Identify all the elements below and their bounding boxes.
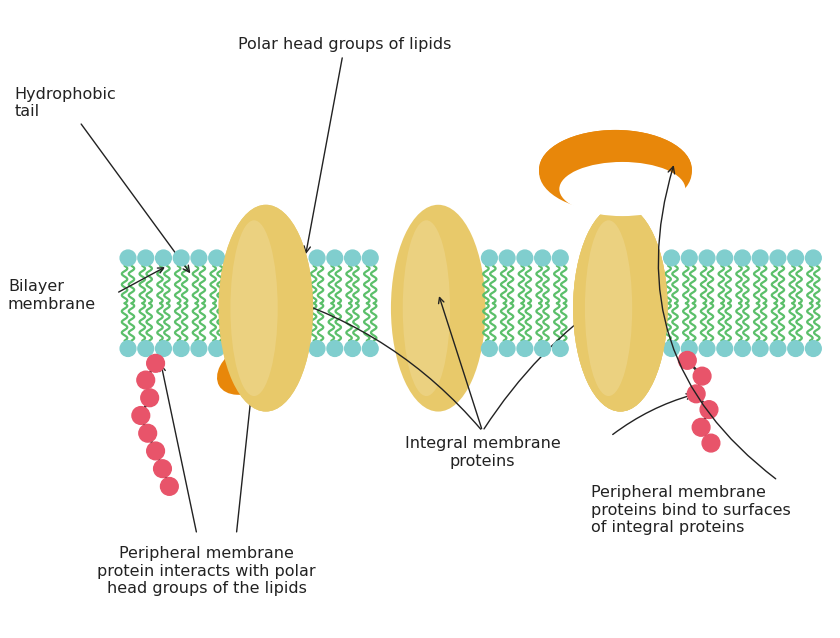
Text: Polar head groups of lipids: Polar head groups of lipids (238, 38, 451, 253)
Circle shape (693, 367, 711, 385)
Circle shape (344, 250, 360, 266)
Circle shape (309, 341, 325, 357)
Ellipse shape (391, 205, 486, 412)
Circle shape (481, 250, 497, 266)
Circle shape (138, 341, 154, 357)
Ellipse shape (539, 133, 692, 212)
Ellipse shape (592, 188, 648, 212)
Circle shape (699, 341, 715, 357)
Circle shape (553, 341, 568, 357)
Circle shape (535, 341, 550, 357)
Circle shape (753, 250, 768, 266)
Circle shape (687, 385, 705, 403)
Circle shape (362, 250, 378, 266)
Circle shape (141, 389, 159, 406)
Circle shape (806, 250, 822, 266)
Ellipse shape (230, 220, 278, 396)
Circle shape (753, 341, 768, 357)
Circle shape (481, 341, 497, 357)
Circle shape (327, 250, 343, 266)
Ellipse shape (539, 130, 692, 209)
Circle shape (664, 250, 680, 266)
Circle shape (154, 460, 171, 477)
Circle shape (362, 341, 378, 357)
Circle shape (681, 341, 697, 357)
Circle shape (717, 341, 732, 357)
Circle shape (679, 352, 696, 369)
Text: Integral membrane
proteins: Integral membrane proteins (405, 436, 560, 468)
Circle shape (517, 341, 533, 357)
Circle shape (147, 442, 165, 460)
Circle shape (517, 250, 533, 266)
Circle shape (120, 341, 136, 357)
Circle shape (806, 341, 822, 357)
Circle shape (147, 355, 165, 372)
Circle shape (155, 250, 171, 266)
Circle shape (553, 250, 568, 266)
Ellipse shape (230, 220, 278, 396)
Circle shape (735, 341, 750, 357)
Circle shape (344, 341, 360, 357)
Circle shape (535, 250, 550, 266)
Ellipse shape (218, 205, 313, 412)
Ellipse shape (235, 355, 283, 389)
Ellipse shape (217, 339, 286, 395)
Circle shape (132, 406, 150, 424)
Circle shape (309, 250, 325, 266)
Ellipse shape (585, 220, 633, 396)
Circle shape (700, 401, 718, 419)
Text: Peripheral membrane
proteins bind to surfaces
of integral proteins: Peripheral membrane proteins bind to sur… (591, 486, 790, 535)
Circle shape (788, 250, 804, 266)
Ellipse shape (573, 205, 668, 412)
Circle shape (137, 371, 155, 389)
Circle shape (139, 424, 156, 442)
Circle shape (717, 250, 732, 266)
Circle shape (209, 341, 224, 357)
Ellipse shape (556, 158, 685, 216)
Circle shape (699, 250, 715, 266)
Circle shape (499, 250, 515, 266)
Text: Hydrophobic
tail: Hydrophobic tail (15, 87, 190, 272)
Ellipse shape (556, 158, 685, 216)
Ellipse shape (218, 205, 313, 412)
Ellipse shape (539, 130, 692, 209)
Ellipse shape (573, 205, 668, 412)
Circle shape (770, 341, 785, 357)
Text: Peripheral membrane
protein interacts with polar
head groups of the lipids: Peripheral membrane protein interacts wi… (97, 547, 316, 597)
Circle shape (191, 250, 207, 266)
Circle shape (191, 341, 207, 357)
Circle shape (173, 341, 189, 357)
Ellipse shape (559, 162, 685, 216)
Circle shape (681, 250, 697, 266)
Ellipse shape (585, 220, 633, 396)
Circle shape (702, 434, 720, 452)
Circle shape (735, 250, 750, 266)
Ellipse shape (402, 220, 450, 396)
Circle shape (788, 341, 804, 357)
Circle shape (173, 250, 189, 266)
Circle shape (209, 250, 224, 266)
Circle shape (692, 419, 710, 436)
Circle shape (499, 341, 515, 357)
Circle shape (138, 250, 154, 266)
Circle shape (327, 341, 343, 357)
Circle shape (155, 341, 171, 357)
Ellipse shape (585, 220, 633, 396)
Circle shape (664, 341, 680, 357)
Text: Bilayer
membrane: Bilayer membrane (8, 279, 96, 311)
Ellipse shape (573, 205, 668, 412)
FancyArrowPatch shape (659, 167, 775, 478)
Circle shape (160, 477, 178, 495)
Circle shape (120, 250, 136, 266)
Circle shape (770, 250, 785, 266)
